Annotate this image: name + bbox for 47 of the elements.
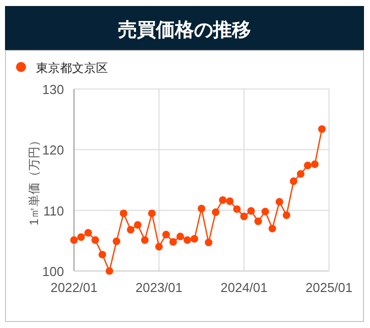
- point: [126, 226, 134, 234]
- point: [91, 236, 100, 244]
- point: [98, 250, 106, 258]
- point: [212, 208, 220, 216]
- point: [106, 267, 114, 275]
- point: [204, 238, 212, 246]
- point: [176, 232, 184, 240]
- y-axis-title: 1㎡単価（万円）: [27, 134, 41, 226]
- y-tick-label: 130: [42, 82, 64, 97]
- x-tick-label: 2025/01: [306, 280, 352, 295]
- point: [276, 198, 284, 206]
- point: [282, 211, 290, 219]
- point: [254, 217, 262, 226]
- legend-label: 東京都文京区: [36, 61, 108, 75]
- point: [70, 236, 78, 244]
- point: [261, 208, 270, 216]
- point: [268, 224, 276, 232]
- point: [198, 204, 206, 212]
- x-tick-label: 2022/01: [50, 280, 98, 295]
- point: [77, 233, 85, 241]
- point: [155, 242, 163, 251]
- point: [304, 162, 312, 170]
- x-tick-label: 2024/01: [220, 280, 268, 295]
- point: [318, 125, 326, 133]
- point: [290, 177, 298, 186]
- chart-title: 売買価格の推移: [118, 19, 251, 41]
- point: [240, 212, 248, 220]
- point: [311, 160, 319, 168]
- y-tick-label: 120: [42, 142, 64, 158]
- point: [112, 237, 120, 246]
- y-tick-label: 110: [43, 203, 64, 218]
- point: [184, 236, 192, 244]
- point: [134, 221, 142, 229]
- point: [190, 235, 198, 243]
- point: [141, 236, 149, 244]
- point: [162, 230, 170, 238]
- point: [247, 207, 255, 215]
- x-tick-label: 2023/01: [136, 280, 182, 295]
- point: [233, 205, 241, 213]
- point: [120, 210, 128, 218]
- point: [84, 228, 92, 237]
- y-tick-label: 100: [42, 264, 64, 279]
- point: [226, 197, 234, 206]
- point: [296, 170, 304, 178]
- point: [148, 210, 156, 218]
- point: [218, 196, 227, 204]
- point: [169, 238, 177, 246]
